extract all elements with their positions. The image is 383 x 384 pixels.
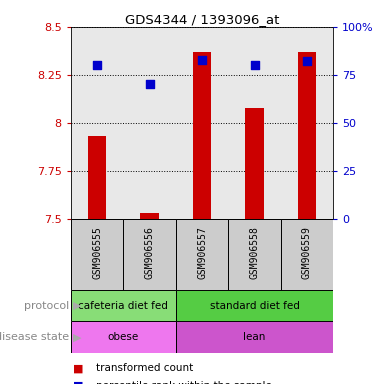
Bar — [176, 321, 333, 353]
Point — [199, 56, 205, 63]
Text: ▶: ▶ — [73, 332, 81, 342]
Text: standard diet fed: standard diet fed — [210, 301, 300, 311]
Text: ▶: ▶ — [73, 301, 81, 311]
Bar — [71, 290, 176, 321]
Text: percentile rank within the sample: percentile rank within the sample — [96, 381, 272, 384]
Text: GSM906558: GSM906558 — [249, 227, 260, 280]
Text: disease state: disease state — [0, 332, 69, 342]
Text: obese: obese — [108, 332, 139, 342]
Point — [252, 62, 258, 68]
Text: GSM906556: GSM906556 — [144, 227, 155, 280]
Bar — [71, 219, 123, 290]
Text: GSM906557: GSM906557 — [197, 227, 207, 280]
Bar — [281, 219, 333, 290]
Point — [147, 81, 153, 88]
Bar — [141, 213, 159, 219]
Text: cafeteria diet fed: cafeteria diet fed — [79, 301, 168, 311]
Text: lean: lean — [243, 332, 266, 342]
Bar — [176, 219, 228, 290]
Bar — [228, 219, 281, 290]
Bar — [193, 52, 211, 219]
Point — [94, 62, 100, 68]
Point — [304, 58, 310, 65]
Text: GSM906555: GSM906555 — [92, 227, 102, 280]
Title: GDS4344 / 1393096_at: GDS4344 / 1393096_at — [125, 13, 279, 26]
Text: ■: ■ — [73, 363, 84, 373]
Text: protocol: protocol — [24, 301, 69, 311]
Bar — [71, 321, 176, 353]
Bar — [176, 290, 333, 321]
Bar — [88, 136, 106, 219]
Bar — [246, 108, 264, 219]
Text: transformed count: transformed count — [96, 363, 193, 373]
Bar — [298, 52, 316, 219]
Bar — [123, 219, 176, 290]
Text: GSM906559: GSM906559 — [302, 227, 312, 280]
Text: ■: ■ — [73, 381, 84, 384]
